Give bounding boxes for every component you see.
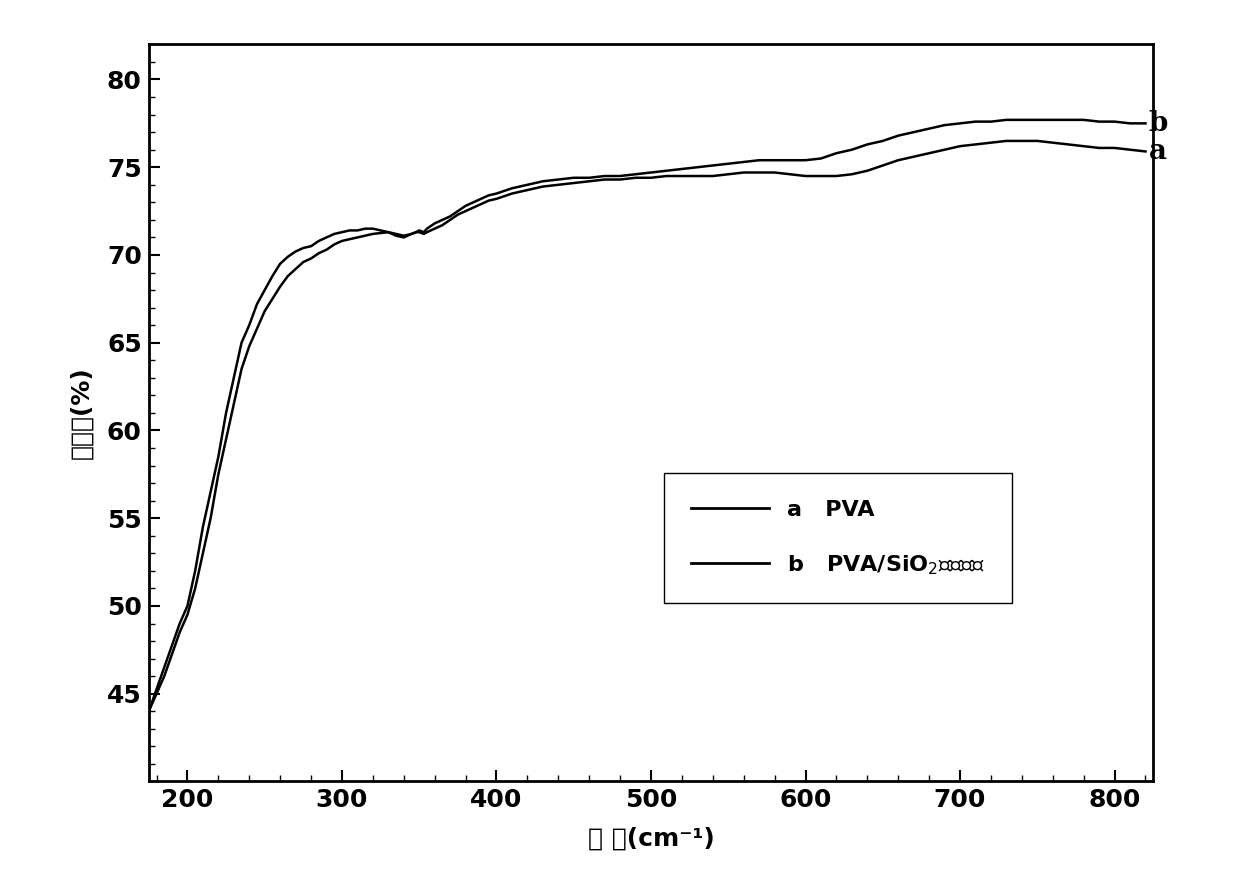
Y-axis label: 透过率(%): 透过率(%) <box>69 367 93 459</box>
Legend: a   PVA, b   PVA/SiO$_2$复合材料: a PVA, b PVA/SiO$_2$复合材料 <box>665 473 1012 603</box>
Text: a: a <box>1148 138 1167 165</box>
X-axis label: 波 数(cm⁻¹): 波 数(cm⁻¹) <box>588 826 714 851</box>
Text: b: b <box>1148 110 1168 137</box>
